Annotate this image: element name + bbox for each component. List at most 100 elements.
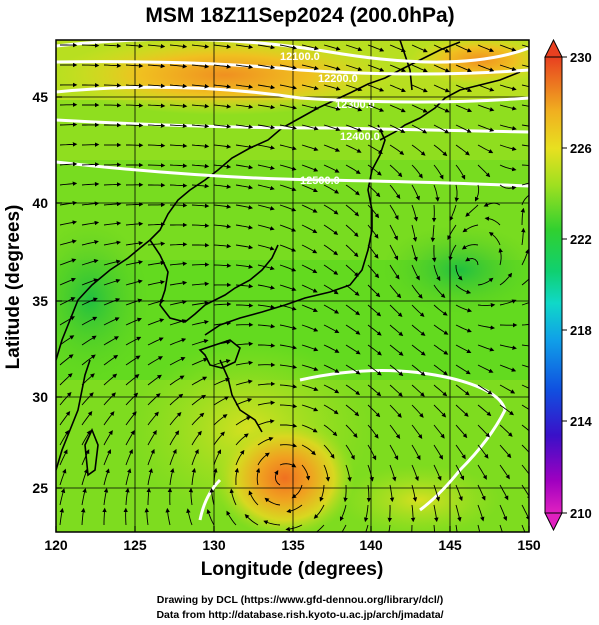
y-tick-label: 30 [32, 389, 48, 405]
streamline-arrow [477, 484, 486, 501]
streamline-arrow [465, 257, 479, 266]
streamline-arrow [169, 83, 188, 89]
streamline-arrow [263, 520, 281, 526]
streamline-arrow [236, 303, 254, 308]
streamline-arrow [59, 449, 68, 466]
streamline-arrow [345, 204, 360, 217]
streamline-arrow [213, 377, 231, 386]
streamline-arrow [433, 464, 442, 481]
streamline-arrow [388, 524, 391, 532]
streamline-arrow [103, 63, 122, 68]
streamline-arrow [147, 356, 163, 366]
streamline-arrow [367, 44, 385, 52]
streamline-arrow [255, 467, 261, 486]
streamline-arrow [477, 524, 481, 532]
streamline-arrow [367, 84, 385, 92]
streamline-arrow [301, 344, 319, 352]
streamline-arrow [279, 264, 297, 272]
streamline-arrow [465, 204, 479, 217]
streamline-arrow [389, 344, 404, 356]
streamline-arrow [323, 244, 339, 256]
streamline-arrow [310, 524, 325, 532]
streamline-arrow [521, 227, 526, 246]
streamline-arrow [103, 336, 119, 346]
streamline-arrow [213, 449, 222, 466]
streamline-arrow [455, 364, 471, 375]
streamline-arrow [455, 104, 473, 113]
streamline-arrow [191, 143, 210, 149]
y-axis-label: Latitude (degrees) [3, 205, 24, 370]
streamline-arrow [323, 364, 340, 373]
streamline-arrow [323, 384, 340, 394]
streamline-arrow [244, 514, 259, 526]
streamline-arrow [59, 200, 78, 206]
x-tick-label: 125 [123, 537, 147, 553]
streamline-arrow [365, 524, 369, 532]
streamline-arrow [431, 244, 437, 263]
streamline-arrow [499, 184, 517, 191]
streamline-arrow [257, 452, 270, 466]
streamline-arrow [323, 284, 339, 295]
streamline-arrow [169, 299, 187, 306]
streamline-arrow [147, 143, 166, 148]
streamline-arrow [301, 424, 318, 433]
streamline-arrow [323, 204, 339, 215]
streamline-arrow [319, 484, 325, 502]
colorbar-tick: 214 [570, 414, 592, 429]
streamline-arrow [258, 343, 276, 348]
streamline-arrow [345, 244, 359, 258]
streamline-arrow [169, 319, 187, 326]
streamline-arrow [59, 488, 66, 506]
streamline-arrow [521, 464, 529, 479]
streamline-arrow [389, 364, 404, 377]
streamline-arrow [279, 384, 298, 389]
plot-area: 12100.0 12200.0 12300.0 12400.0 12500.0 [56, 40, 529, 532]
streamline-arrow [235, 64, 254, 70]
streamline-arrow [257, 44, 276, 50]
streamlines [59, 42, 529, 532]
streamline-arrow [59, 373, 73, 386]
streamline-arrow [389, 484, 395, 503]
streamline-arrow [499, 144, 517, 151]
streamline-arrow [103, 430, 113, 446]
streamline-arrow [169, 448, 177, 466]
streamline-arrow [191, 223, 210, 228]
streamline-arrow [455, 524, 458, 532]
streamline-arrow [301, 204, 318, 213]
streamline-arrow [235, 449, 245, 466]
streamline-arrow [213, 263, 232, 268]
streamline-arrow [235, 433, 249, 446]
streamline-arrow [81, 392, 94, 406]
streamline-arrow [81, 411, 93, 426]
colorbar-tick: 226 [570, 141, 592, 156]
streamline-arrow [213, 144, 232, 149]
streamline-arrow [433, 144, 448, 157]
streamline-arrow [125, 411, 137, 426]
streamline-arrow [366, 484, 372, 503]
streamline-arrow [433, 284, 446, 299]
streamline-arrow [433, 344, 449, 355]
streamline-arrow [257, 436, 274, 446]
streamline-arrow [147, 393, 161, 406]
streamline-arrow [235, 44, 254, 50]
streamline-arrow [279, 204, 297, 212]
streamline-arrow [499, 272, 513, 286]
streamline-arrow [411, 384, 425, 397]
streamline-arrow [447, 224, 457, 241]
credit-drawing: Drawing by DCL (https://www.gfd-dennou.o… [157, 594, 443, 606]
streamline-arrow [191, 103, 210, 109]
streamline-arrow [59, 507, 65, 526]
streamline-arrow [521, 524, 526, 532]
streamline-arrow [455, 84, 473, 93]
colorbar-max-arrow [544, 38, 563, 58]
streamline-arrow [226, 510, 237, 526]
streamline-arrow [521, 144, 529, 147]
streamline-arrow [81, 316, 98, 326]
streamline-arrow [125, 374, 140, 386]
streamline-arrow [411, 124, 428, 134]
streamline-arrow [125, 83, 144, 88]
streamline-arrow [389, 204, 399, 221]
streamline-arrow [521, 182, 529, 186]
streamline-arrow [125, 355, 141, 366]
streamline-arrow [521, 504, 529, 521]
